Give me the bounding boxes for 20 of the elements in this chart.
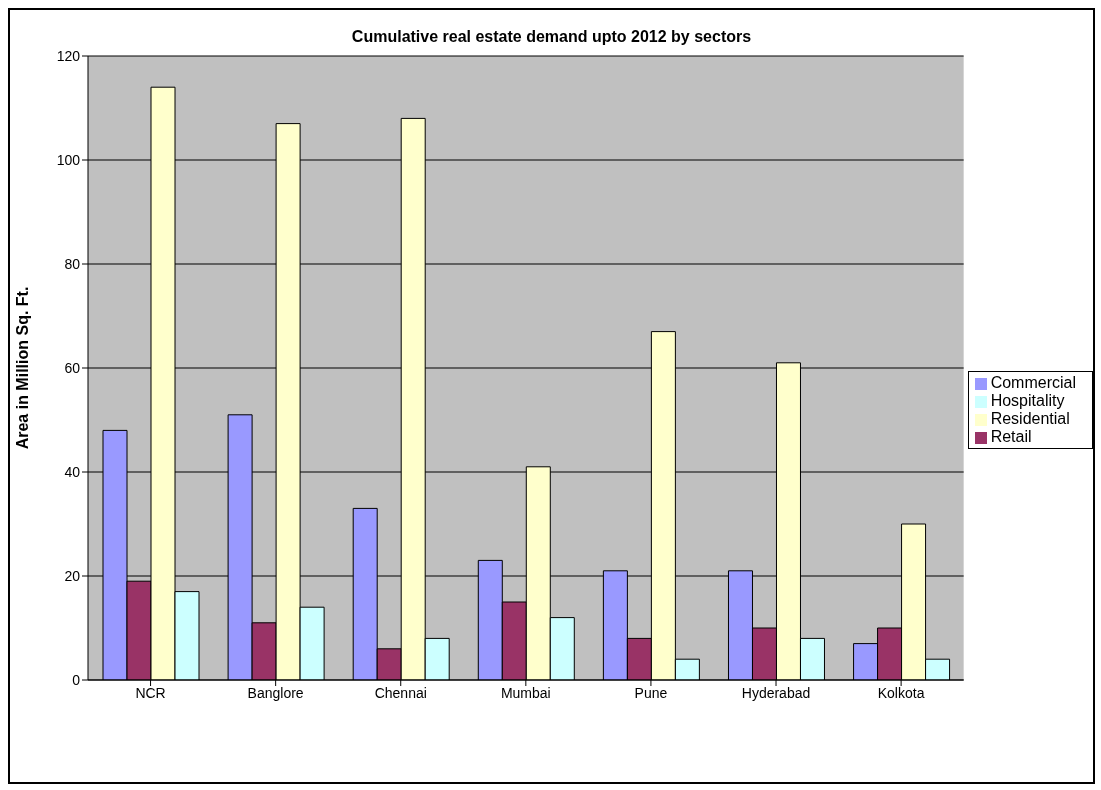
x-tick-label: Pune bbox=[634, 684, 668, 701]
x-tick-label: Mumbai bbox=[500, 684, 551, 701]
y-tick-label: 40 bbox=[64, 463, 81, 480]
y-tick-label: 60 bbox=[64, 359, 81, 376]
y-tick-label: 80 bbox=[64, 255, 81, 272]
chart-title: Cumulative real estate demand upto 2012 by sectors bbox=[351, 28, 752, 45]
y-tick-label: 20 bbox=[64, 567, 81, 584]
x-tick-label: Chennai bbox=[374, 684, 427, 701]
legend-label: Commercial bbox=[990, 374, 1076, 391]
x-tick-label: NCR bbox=[135, 684, 166, 701]
legend-label: Residential bbox=[990, 410, 1070, 427]
y-tick-label: 100 bbox=[56, 151, 81, 168]
y-axis-title: Area in Million Sq. Ft. bbox=[13, 286, 31, 450]
legend-label: Hospitality bbox=[990, 392, 1065, 409]
x-tick-label: Hyderabad bbox=[741, 684, 811, 701]
legend-label: Retail bbox=[990, 428, 1032, 445]
y-tick-label: 0 bbox=[72, 671, 81, 688]
x-tick-label: Kolkota bbox=[877, 684, 925, 701]
y-tick-label: 120 bbox=[56, 47, 81, 64]
x-tick-label: Banglore bbox=[247, 684, 304, 701]
